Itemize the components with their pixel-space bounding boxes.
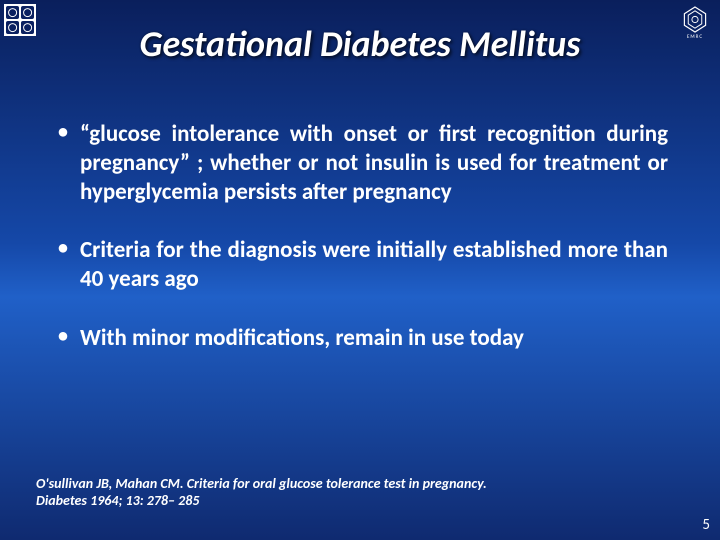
slide-body: “glucose intolerance with onset or first… xyxy=(52,120,668,383)
slide: EMRC Gestational Diabetes Mellitus “gluc… xyxy=(0,0,720,540)
bullet-item: Criteria for the diagnosis were initiall… xyxy=(52,236,668,294)
citation: O'sullivan JB, Mahan CM. Criteria for or… xyxy=(36,476,660,510)
page-number: 5 xyxy=(702,516,710,534)
citation-line: O'sullivan JB, Mahan CM. Criteria for or… xyxy=(36,476,660,493)
slide-title: Gestational Diabetes Mellitus xyxy=(0,22,720,66)
citation-line: Diabetes 1964; 13: 278– 285 xyxy=(36,493,660,510)
bullet-item: With minor modifications, remain in use … xyxy=(52,324,668,353)
bullet-item: “glucose intolerance with onset or first… xyxy=(52,120,668,206)
